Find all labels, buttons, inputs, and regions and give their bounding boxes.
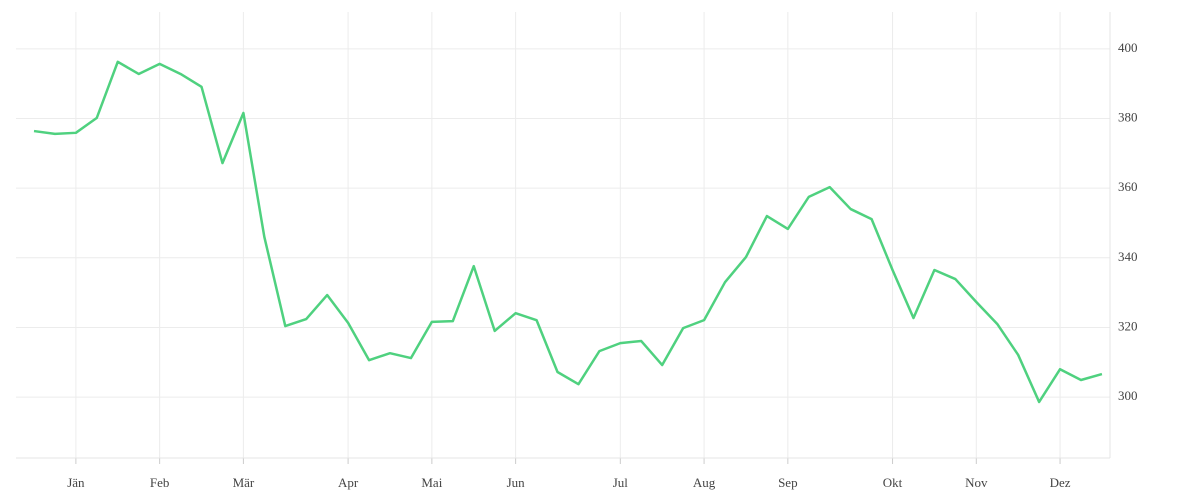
- x-tick-label: Sep: [778, 475, 798, 490]
- x-tick-label: Jän: [67, 475, 85, 490]
- y-tick-label: 400: [1118, 40, 1138, 55]
- x-tick-label: Dez: [1050, 475, 1071, 490]
- x-tick-label: Jul: [613, 475, 629, 490]
- x-tick-label: Jun: [507, 475, 526, 490]
- y-tick-label: 360: [1118, 179, 1138, 194]
- y-tick-label: 300: [1118, 388, 1138, 403]
- y-tick-label: 320: [1118, 318, 1138, 333]
- x-tick-label: Aug: [693, 475, 716, 490]
- x-tick-label: Apr: [338, 475, 359, 490]
- x-tick-label: Mär: [233, 475, 255, 490]
- x-tick-label: Feb: [150, 475, 170, 490]
- x-tick-label: Nov: [965, 475, 988, 490]
- x-tick-label: Okt: [883, 475, 903, 490]
- y-tick-label: 380: [1118, 110, 1138, 125]
- y-tick-label: 340: [1118, 249, 1138, 264]
- x-tick-label: Mai: [421, 475, 442, 490]
- line-series: [33, 60, 1103, 404]
